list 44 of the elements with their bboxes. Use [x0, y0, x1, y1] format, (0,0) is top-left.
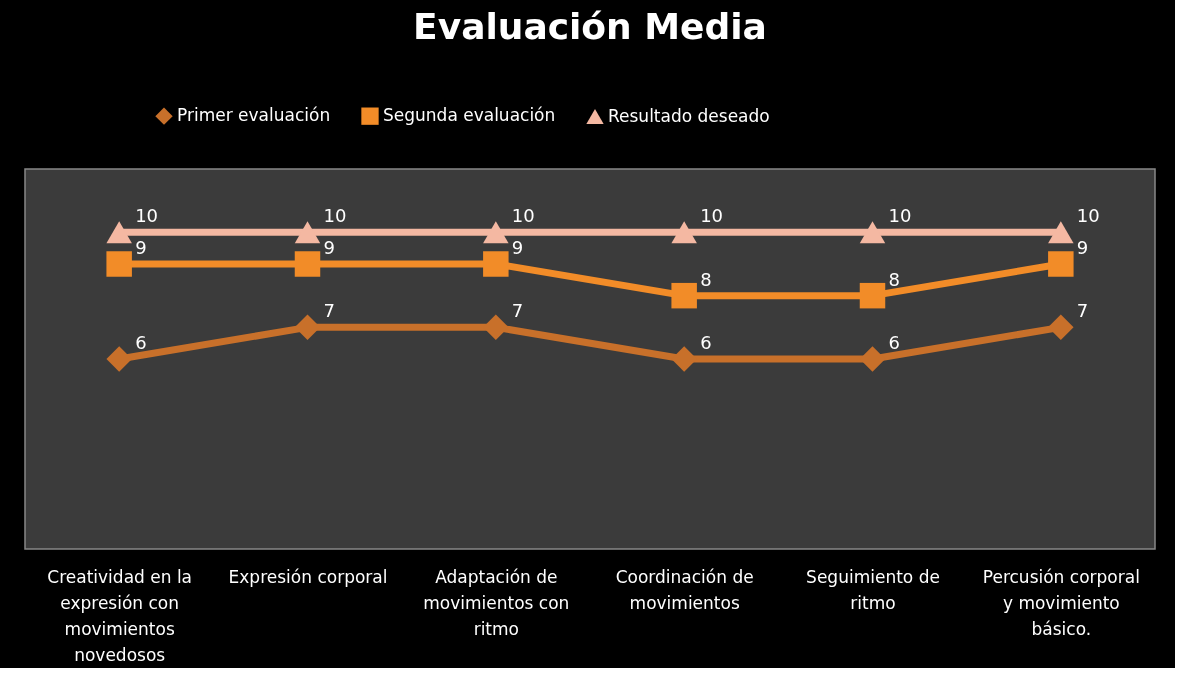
point [294, 251, 321, 277]
x-tick-label: Percusión corporal y movimiento básico. [982, 566, 1140, 639]
data-label: 9 [511, 237, 524, 258]
point [671, 346, 697, 372]
data-label: 7 [511, 300, 524, 322]
data-label: 8 [700, 268, 712, 290]
data-label: 10 [323, 205, 347, 227]
data-label: 10 [700, 205, 724, 227]
legend-label: Segunda evaluación [383, 105, 556, 126]
data-label: 9 [135, 237, 147, 258]
data-label: 10 [888, 205, 912, 227]
data-label: 7 [1076, 300, 1089, 322]
point [483, 251, 509, 277]
data-label: 7 [323, 300, 335, 322]
legend-label: Primer evaluación [177, 105, 331, 126]
data-label: 10 [511, 205, 535, 227]
point [1048, 251, 1074, 277]
point [483, 221, 509, 244]
point [106, 251, 132, 277]
x-tick-label: Seguimiento de ritmo [806, 566, 940, 613]
point [106, 346, 132, 372]
x-tick-label: Expresión corporal [228, 566, 388, 587]
x-tick-label: Adaptación de movimientos con ritmo [423, 566, 570, 639]
point [294, 221, 321, 244]
data-label: 6 [700, 332, 712, 353]
data-label: 10 [135, 205, 159, 227]
point [671, 221, 697, 244]
legend-label: Resultado deseado [608, 105, 770, 126]
point [483, 314, 509, 341]
point [1048, 221, 1074, 244]
x-tick-label: Creatividad en la expresión con movimientos novedosos [47, 566, 193, 665]
data-label: 6 [135, 332, 147, 353]
data-label: 10 [1076, 205, 1100, 227]
data-label: 9 [1076, 237, 1089, 258]
point [859, 221, 886, 244]
point [106, 221, 132, 244]
data-label: 9 [323, 237, 335, 258]
x-tick-label: Coordinación de movimientos [615, 566, 754, 613]
point [859, 282, 886, 309]
point [671, 282, 697, 309]
data-label: 6 [888, 332, 900, 353]
point [1048, 314, 1074, 341]
data-label: 8 [888, 268, 900, 290]
chart-title: Evaluación Media [413, 6, 767, 47]
